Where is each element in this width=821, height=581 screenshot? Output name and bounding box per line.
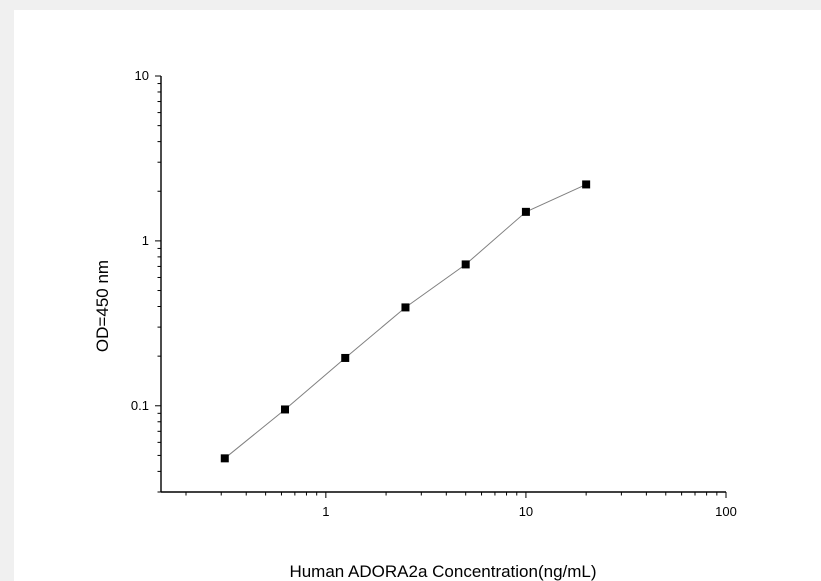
data-point-marker xyxy=(461,260,470,269)
chart-svg: 1 10 100 0.1 1 10 Human ADORA2a Concentration… xyxy=(93,68,737,581)
data-point-marker xyxy=(582,180,591,189)
data-point-marker xyxy=(281,405,290,414)
y-axis-title: OD=450 nm xyxy=(93,260,112,352)
series-line xyxy=(224,183,587,459)
data-point-marker xyxy=(401,303,410,312)
y-tick-label: 10 xyxy=(135,68,149,83)
x-axis-title: Human ADORA2a Concentration(ng/mL) xyxy=(289,562,596,581)
plot-area xyxy=(220,180,591,463)
x-tick-label: 10 xyxy=(519,504,533,519)
x-tick-label: 1 xyxy=(322,504,329,519)
axes: 1 10 100 0.1 1 10 xyxy=(131,68,737,519)
chart-frame: 1 10 100 0.1 1 10 Human ADORA2a Concentration… xyxy=(14,10,821,581)
data-point-marker xyxy=(521,207,530,216)
y-tick-label: 0.1 xyxy=(131,398,149,413)
y-tick-label: 1 xyxy=(142,233,149,248)
data-point-marker xyxy=(341,353,350,362)
data-point-marker xyxy=(220,454,229,463)
x-tick-label: 100 xyxy=(715,504,737,519)
